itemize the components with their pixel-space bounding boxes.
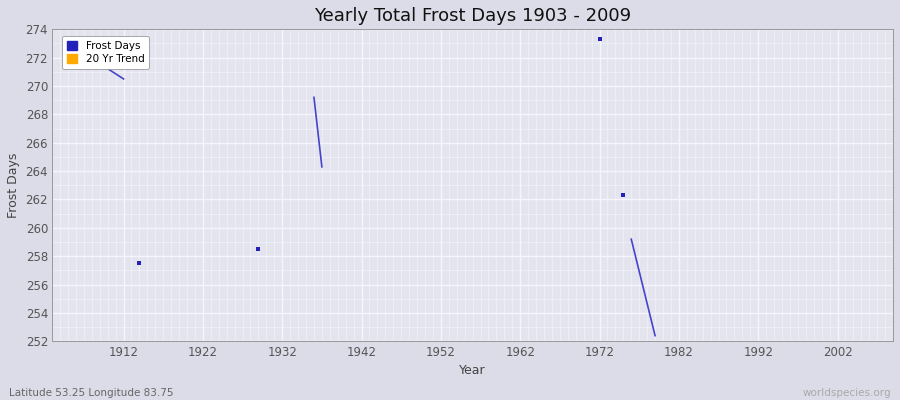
Point: [251, 246, 266, 252]
Point: [592, 36, 607, 42]
X-axis label: Year: Year: [459, 364, 486, 377]
Title: Yearly Total Frost Days 1903 - 2009: Yearly Total Frost Days 1903 - 2009: [314, 7, 631, 25]
Text: worldspecies.org: worldspecies.org: [803, 388, 891, 398]
Point: [132, 260, 147, 266]
Text: Latitude 53.25 Longitude 83.75: Latitude 53.25 Longitude 83.75: [9, 388, 174, 398]
Y-axis label: Frost Days: Frost Days: [7, 153, 20, 218]
Point: [616, 192, 631, 198]
Legend: Frost Days, 20 Yr Trend: Frost Days, 20 Yr Trend: [61, 36, 149, 69]
